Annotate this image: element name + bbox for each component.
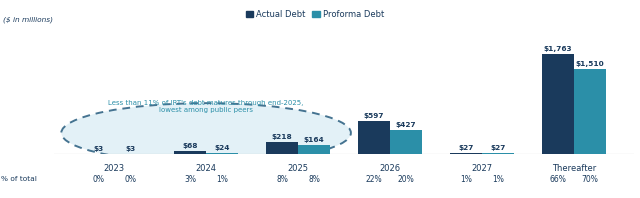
Bar [450, 153, 482, 154]
Text: 0%: 0% [124, 175, 136, 184]
Text: $68: $68 [182, 143, 198, 149]
Text: ($ in millions): ($ in millions) [3, 17, 53, 23]
Text: Debt Maturity Schedule: Debt Maturity Schedule [237, 6, 403, 19]
Bar [206, 153, 238, 154]
Bar [266, 142, 298, 154]
Text: 22%: 22% [365, 175, 382, 184]
Text: 2027: 2027 [471, 164, 492, 172]
Bar [358, 121, 390, 154]
Text: $3: $3 [125, 146, 135, 152]
Text: $27: $27 [458, 145, 474, 151]
Text: 8%: 8% [276, 175, 288, 184]
Text: $218: $218 [271, 134, 292, 140]
Text: 1%: 1% [492, 175, 504, 184]
Text: Less than 11% of IRT's debt matures through end-2025,
lowest among public peers: Less than 11% of IRT's debt matures thro… [108, 100, 304, 113]
Text: 2023: 2023 [104, 164, 125, 172]
Text: $427: $427 [396, 122, 417, 128]
Text: 1%: 1% [460, 175, 472, 184]
Text: $24: $24 [214, 145, 230, 151]
Text: 2025: 2025 [287, 164, 308, 172]
Text: 66%: 66% [549, 175, 566, 184]
Text: Thereafter: Thereafter [552, 164, 596, 172]
Ellipse shape [61, 103, 351, 163]
Text: 2026: 2026 [380, 164, 401, 172]
Text: 1%: 1% [216, 175, 228, 184]
Text: 2024: 2024 [196, 164, 216, 172]
Text: $1,510: $1,510 [575, 61, 604, 67]
Text: $27: $27 [490, 145, 506, 151]
Text: % of total: % of total [1, 176, 37, 182]
Text: $597: $597 [364, 113, 384, 119]
Bar [298, 145, 330, 154]
Bar [174, 151, 206, 154]
Legend: Actual Debt, Proforma Debt: Actual Debt, Proforma Debt [242, 6, 388, 22]
Text: $3: $3 [93, 146, 103, 152]
Bar [574, 69, 606, 154]
Text: 0%: 0% [92, 175, 104, 184]
Bar [390, 130, 422, 154]
Text: 8%: 8% [308, 175, 320, 184]
Bar [482, 153, 514, 154]
Text: $1,763: $1,763 [543, 47, 572, 52]
Bar [541, 54, 574, 154]
Text: $164: $164 [304, 137, 324, 143]
Text: 3%: 3% [184, 175, 196, 184]
Text: 70%: 70% [582, 175, 598, 184]
Text: 20%: 20% [397, 175, 415, 184]
